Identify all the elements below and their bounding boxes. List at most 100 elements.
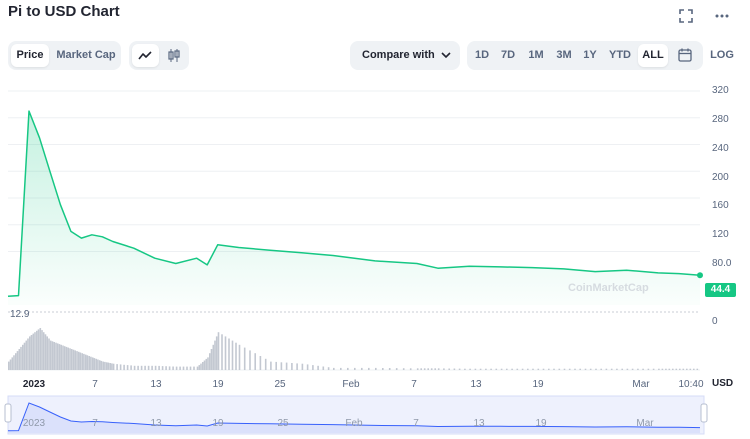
tab-market-cap[interactable]: Market Cap: [56, 49, 116, 61]
range-1y[interactable]: 1Y: [583, 49, 597, 61]
x-tick-feb-19: 19: [532, 379, 544, 390]
volume-bar: [18, 349, 21, 370]
volume-bar: [77, 351, 80, 370]
range-7d[interactable]: 7D: [500, 49, 516, 61]
volume-bar: [296, 363, 298, 370]
volume-bar: [111, 363, 113, 370]
volume-bar: [652, 368, 655, 370]
y-tick-200: 200: [712, 172, 729, 183]
navigator-right-handle: [700, 403, 708, 423]
range-selector: 1D 7D 1M 3M 1Y YTD ALL: [467, 41, 703, 70]
chevron-down-icon: [441, 41, 451, 70]
volume-bar: [312, 365, 314, 370]
more-horizontal-icon[interactable]: [714, 8, 730, 24]
range-3m[interactable]: 3M: [556, 49, 572, 61]
expand-icon[interactable]: [678, 8, 694, 24]
volume-bar: [41, 330, 43, 370]
volume-bar: [696, 368, 699, 370]
volume-bar: [69, 348, 71, 370]
volume-bar: [93, 358, 96, 370]
nav-tick-jan-7: 7: [92, 418, 98, 429]
volume-bar: [133, 365, 136, 370]
range-1d[interactable]: 1D: [474, 49, 490, 61]
volume-bar: [285, 362, 288, 370]
volume-bar: [165, 366, 167, 370]
volume-bar: [616, 368, 618, 370]
current-price-dot: [697, 272, 703, 279]
candlestick-icon[interactable]: [160, 44, 187, 67]
log-scale-button[interactable]: LOG: [710, 49, 734, 61]
x-tick-jan-19: 19: [212, 379, 224, 390]
volume-bar: [610, 368, 613, 370]
volume-bar: [434, 368, 436, 370]
volume-bar: [521, 368, 524, 370]
volume-bar: [13, 355, 15, 370]
y-tick-240: 240: [712, 143, 729, 154]
y-tick-80: 80.0: [712, 258, 732, 269]
volume-bar: [595, 368, 597, 370]
nav-tick-2023: 2023: [22, 418, 46, 429]
current-price-tag: 44.4: [705, 283, 736, 297]
volume-bar: [490, 368, 492, 370]
nav-tick-feb-7: 7: [413, 418, 419, 429]
volume-bar: [193, 366, 195, 370]
compare-with-label: Compare with: [362, 49, 435, 61]
volume-bar: [579, 368, 581, 370]
volume-bar: [254, 353, 256, 370]
volume-bar: [70, 349, 73, 370]
volume-bar: [658, 368, 660, 370]
volume-bar: [423, 368, 426, 370]
volume-bar: [60, 344, 62, 370]
volume-bar: [202, 362, 204, 370]
volume-bar: [79, 352, 82, 370]
volume-bar: [116, 364, 118, 371]
calendar-icon[interactable]: [671, 44, 699, 67]
volume-bar: [563, 368, 566, 370]
volume-bar: [22, 344, 24, 370]
volume-bar: [537, 368, 540, 370]
range-all[interactable]: ALL: [638, 44, 668, 67]
volume-bar: [51, 341, 54, 370]
volume-bar: [301, 363, 304, 370]
volume-bar: [72, 349, 75, 370]
page-title: Pi to USD Chart: [8, 3, 120, 20]
volume-bar: [158, 365, 160, 370]
volume-bar: [665, 368, 667, 370]
volume-bar: [485, 368, 487, 370]
compare-with-dropdown[interactable]: Compare with: [350, 41, 460, 70]
volume-bar: [88, 356, 90, 370]
price-marketcap-toggle: Price Market Cap: [8, 41, 121, 70]
range-ytd[interactable]: YTD: [609, 49, 631, 61]
tab-price[interactable]: Price: [11, 44, 49, 67]
volume-bar: [209, 353, 211, 370]
volume-bar: [464, 368, 466, 370]
volume-bar: [210, 349, 213, 370]
volume-bar: [217, 332, 220, 370]
volume-bar: [637, 368, 639, 370]
volume-bar: [474, 368, 477, 370]
volume-bar: [420, 368, 422, 370]
volume-bar: [126, 365, 129, 370]
nav-tick-jan-19: 19: [212, 418, 224, 429]
volume-bar: [548, 368, 550, 370]
volume-bar: [212, 344, 215, 370]
volume-bar: [30, 335, 33, 370]
volume-bar: [97, 359, 99, 370]
range-1m[interactable]: 1M: [528, 49, 544, 61]
volume-bar: [100, 360, 103, 370]
volume-bar: [532, 368, 534, 370]
volume-bar: [34, 332, 36, 370]
volume-bar: [109, 363, 111, 370]
volume-bar: [123, 364, 125, 371]
volume-bar: [479, 368, 482, 370]
volume-bar: [39, 328, 42, 370]
price-line: [7, 110, 701, 298]
nav-tick-feb-19: 19: [535, 418, 547, 429]
line-chart-icon[interactable]: [132, 44, 159, 67]
volume-bar: [264, 358, 267, 370]
volume-bar: [27, 338, 29, 370]
volume-bar: [626, 368, 629, 370]
volume-bar: [361, 367, 363, 370]
volume-bar: [25, 340, 28, 370]
